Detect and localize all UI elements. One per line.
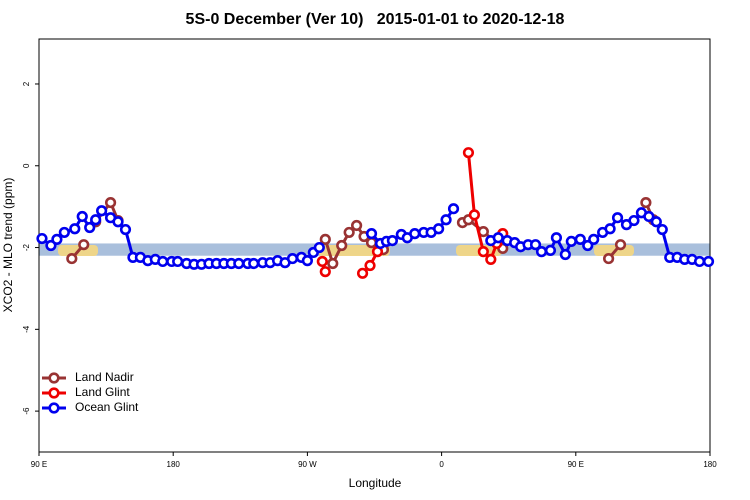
data-point bbox=[588, 233, 600, 245]
data-point bbox=[643, 210, 655, 223]
data-point bbox=[351, 219, 363, 232]
data-point bbox=[51, 233, 63, 245]
y-tick-label: -4 bbox=[22, 325, 31, 333]
data-point bbox=[628, 214, 640, 227]
data-point bbox=[640, 196, 652, 209]
data-point bbox=[574, 233, 586, 245]
legend-marker bbox=[48, 387, 60, 399]
legend-label: Land Nadir bbox=[75, 370, 134, 384]
legend-marker bbox=[48, 402, 60, 414]
data-point bbox=[313, 241, 325, 254]
data-point bbox=[301, 255, 314, 267]
data-point bbox=[96, 205, 108, 217]
data-point bbox=[693, 255, 706, 268]
data-point bbox=[327, 257, 339, 270]
plot-frame bbox=[38, 38, 711, 453]
data-point bbox=[172, 255, 184, 268]
data-point bbox=[614, 239, 627, 251]
data-point bbox=[559, 248, 571, 261]
data-point bbox=[409, 228, 421, 240]
data-point bbox=[485, 253, 497, 266]
data-point bbox=[119, 223, 132, 236]
chart-title: 5S-0 December (Ver 10) 2015-01-01 to 202… bbox=[186, 11, 565, 28]
data-point bbox=[565, 235, 577, 248]
data-point bbox=[604, 223, 616, 235]
legend-label: Land Glint bbox=[75, 385, 130, 399]
x-tick-label: 90 E bbox=[31, 460, 47, 469]
data-point bbox=[611, 212, 624, 224]
x-axis-label: Longitude bbox=[349, 476, 402, 490]
data-point bbox=[66, 252, 78, 265]
data-point bbox=[365, 228, 378, 240]
y-tick-label: 2 bbox=[22, 81, 31, 86]
data-point bbox=[319, 233, 331, 245]
y-tick-label: -2 bbox=[22, 243, 31, 251]
data-point bbox=[544, 244, 557, 257]
data-point bbox=[433, 223, 445, 235]
data-point bbox=[356, 267, 369, 279]
data-point bbox=[84, 221, 96, 234]
data-point bbox=[364, 259, 376, 272]
x-tick-label: 90 E bbox=[568, 460, 584, 469]
data-point bbox=[462, 147, 475, 159]
data-point bbox=[343, 226, 355, 239]
data-point bbox=[603, 252, 615, 265]
data-point bbox=[386, 234, 398, 247]
y-axis-label: XCO2 - MLO trend (ppm) bbox=[1, 178, 15, 313]
x-tick-label: 180 bbox=[167, 460, 181, 469]
data-point bbox=[157, 255, 169, 268]
data-point bbox=[78, 239, 90, 251]
legend-marker bbox=[48, 372, 60, 384]
x-tick-label: 0 bbox=[439, 460, 444, 469]
data-point bbox=[90, 214, 102, 226]
data-point bbox=[702, 255, 715, 268]
data-point bbox=[477, 246, 489, 258]
data-point bbox=[529, 239, 542, 251]
data-point bbox=[535, 246, 548, 258]
data-point bbox=[248, 257, 260, 270]
data-point bbox=[650, 216, 662, 228]
data-point bbox=[58, 226, 70, 239]
data-point bbox=[656, 223, 668, 236]
y-tick-label: -6 bbox=[22, 407, 31, 415]
data-point bbox=[365, 237, 378, 249]
data-point bbox=[447, 203, 460, 215]
data-point bbox=[76, 210, 88, 223]
data-point bbox=[69, 223, 81, 235]
data-point bbox=[440, 214, 452, 226]
data-point bbox=[336, 239, 348, 252]
y-tick-label: 0 bbox=[22, 163, 31, 168]
data-point bbox=[112, 216, 124, 228]
data-point bbox=[36, 232, 48, 245]
data-point bbox=[233, 257, 245, 270]
data-point bbox=[492, 232, 504, 244]
data-point bbox=[550, 232, 563, 244]
legend-label: Ocean Glint bbox=[75, 400, 139, 414]
data-point bbox=[319, 266, 331, 278]
data-point bbox=[316, 255, 328, 268]
x-tick-label: 180 bbox=[703, 460, 717, 469]
data-point bbox=[104, 196, 117, 209]
data-point bbox=[286, 252, 299, 265]
x-tick-label: 90 W bbox=[298, 460, 317, 469]
data-point bbox=[468, 209, 481, 221]
